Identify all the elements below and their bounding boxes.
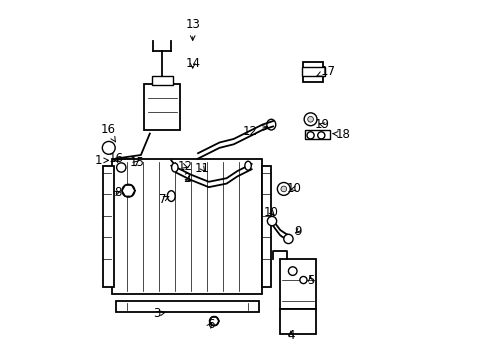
Text: 4: 4 (286, 329, 294, 342)
Text: 1: 1 (94, 154, 108, 167)
Text: 18: 18 (332, 128, 349, 141)
Ellipse shape (171, 163, 178, 172)
Circle shape (209, 316, 218, 326)
Text: 15: 15 (129, 156, 144, 168)
Bar (262, 166, 271, 287)
Text: 14: 14 (185, 57, 200, 71)
Bar (280, 258, 315, 309)
Text: 3: 3 (153, 307, 164, 320)
Bar (280, 309, 315, 334)
Text: 17: 17 (316, 64, 335, 77)
Text: 8: 8 (114, 186, 121, 199)
Text: 6: 6 (206, 318, 214, 331)
Text: 10: 10 (264, 206, 278, 219)
Text: 11: 11 (194, 162, 209, 175)
Bar (305, 130, 329, 139)
Text: 12: 12 (178, 160, 193, 173)
Ellipse shape (244, 161, 251, 170)
Circle shape (299, 276, 306, 284)
Circle shape (306, 132, 313, 139)
Circle shape (122, 184, 135, 197)
Bar (151, 76, 173, 85)
Bar (301, 67, 324, 76)
Text: 10: 10 (286, 183, 301, 195)
Circle shape (288, 267, 296, 275)
Bar (103, 166, 114, 287)
Bar (116, 301, 258, 312)
Text: 13: 13 (185, 18, 200, 40)
Text: 16: 16 (101, 123, 115, 142)
Text: 5: 5 (306, 274, 314, 287)
Text: 7: 7 (158, 193, 169, 206)
Text: 2: 2 (183, 172, 191, 185)
Bar (112, 158, 262, 294)
Circle shape (267, 216, 276, 226)
Circle shape (283, 234, 292, 244)
Circle shape (277, 183, 290, 195)
Circle shape (317, 132, 324, 139)
Text: 12: 12 (242, 125, 267, 138)
Circle shape (116, 163, 125, 172)
Text: 19: 19 (314, 118, 329, 131)
Circle shape (304, 113, 316, 126)
Bar (303, 62, 323, 82)
Text: 9: 9 (294, 225, 301, 238)
Circle shape (307, 116, 313, 122)
Text: 16: 16 (108, 152, 123, 165)
Circle shape (281, 186, 286, 192)
Bar (144, 84, 180, 130)
Circle shape (102, 141, 115, 154)
Ellipse shape (266, 119, 275, 130)
